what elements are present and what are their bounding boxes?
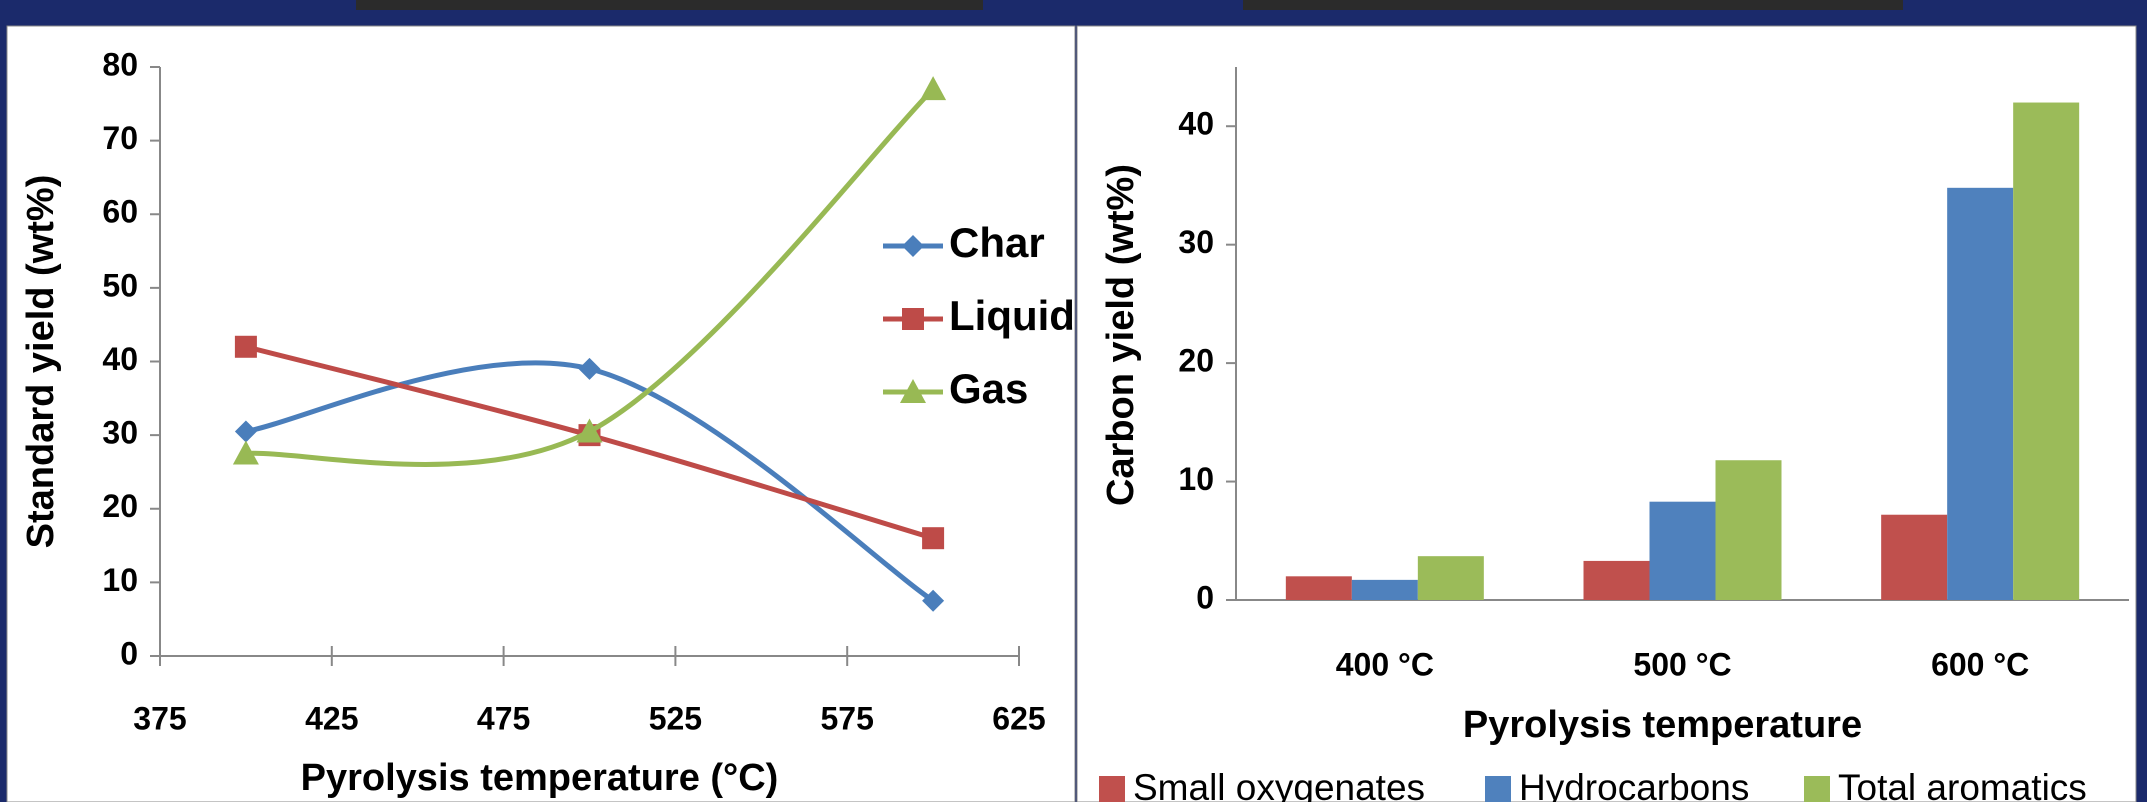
y-axis-title: Carbon yield (wt%) [1100,164,1142,506]
y-tick-label: 70 [102,120,138,156]
bar [1286,576,1352,600]
bar [1716,460,1782,600]
y-tick-label: 20 [1178,343,1214,379]
y-tick-label: 10 [1178,461,1214,497]
y-tick-label: 30 [1178,224,1214,260]
x-tick-label: 625 [992,700,1045,736]
bar [2013,103,2079,600]
y-tick-label: 40 [1178,106,1214,142]
x-tick-label: 375 [133,700,186,736]
bar [1881,515,1947,600]
x-tick-label: 400 °C [1336,646,1434,682]
y-tick-label: 60 [102,194,138,230]
x-axis-title: Pyrolysis temperature [1463,704,1862,746]
y-tick-label: 0 [1196,579,1214,615]
legend-label: Small oxygenates [1133,767,1425,802]
x-axis-title: Pyrolysis temperature (°C) [301,757,779,799]
panel-left [7,26,1075,802]
legend-label: Total aromatics [1838,767,2087,802]
image-strip [1243,0,1903,10]
y-tick-label: 50 [102,267,138,303]
legend-label: Hydrocarbons [1519,767,1749,802]
x-tick-label: 500 °C [1633,646,1731,682]
y-tick-label: 80 [102,46,138,82]
marker [235,336,257,358]
legend-label: Gas [949,365,1028,412]
y-tick-label: 20 [102,488,138,524]
y-tick-label: 30 [102,415,138,451]
image-strip [356,0,983,10]
bar [1352,580,1418,600]
legend-label: Char [949,219,1045,266]
bar [1584,561,1650,600]
y-axis-title: Standard yield (wt%) [20,175,62,549]
y-tick-label: 40 [102,341,138,377]
marker [922,527,944,549]
bar [1947,188,2013,600]
x-tick-label: 575 [821,700,874,736]
legend-swatch [1485,776,1511,802]
y-tick-label: 0 [120,635,138,671]
x-tick-label: 475 [477,700,530,736]
screenshot: 0 10 20 30 40 50 60 70 80 375 425 475 525 575 625 Pyrol… [0,0,2147,802]
legend-swatch [1099,776,1125,802]
legend-swatch [1804,776,1830,802]
bar [1418,556,1484,600]
x-tick-label: 600 °C [1931,646,2029,682]
y-tick-label: 10 [102,562,138,598]
legend-label: Liquid [949,292,1075,339]
x-tick-label: 425 [305,700,358,736]
bar [1650,502,1716,600]
x-tick-label: 525 [649,700,702,736]
marker [902,308,924,330]
